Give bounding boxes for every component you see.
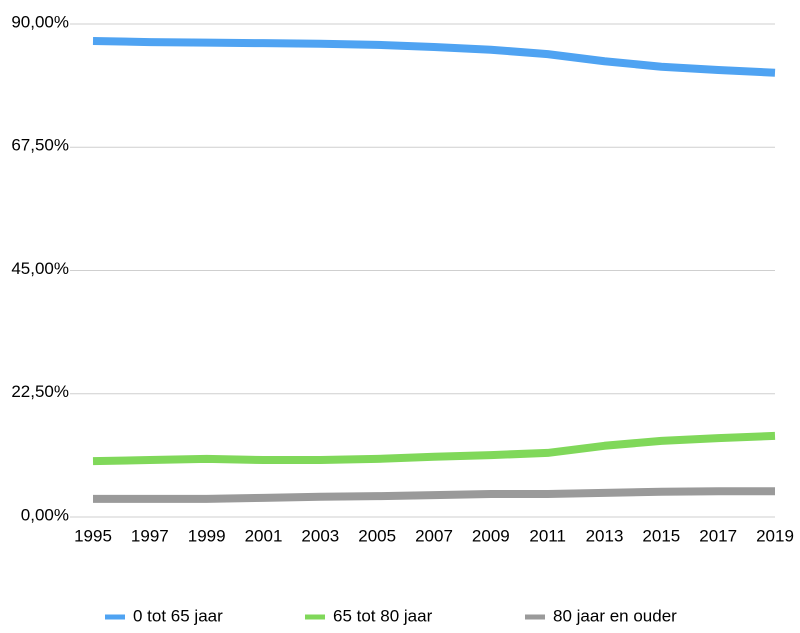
x-tick-label: 2003 [301, 526, 339, 545]
y-tick-label: 22,50% [11, 382, 69, 401]
y-tick-label: 67,50% [11, 136, 69, 155]
series-line [92, 36, 776, 77]
x-tick-label: 2011 [529, 526, 566, 545]
legend-label: 80 jaar en ouder [553, 606, 677, 625]
x-tick-label: 1999 [188, 526, 226, 545]
legend-label: 0 tot 65 jaar [133, 606, 223, 625]
x-tick-label: 2005 [358, 526, 396, 545]
series-line [92, 431, 776, 466]
y-tick-label: 90,00% [11, 12, 69, 31]
x-tick-label: 1995 [74, 526, 112, 545]
x-tick-label: 2007 [415, 526, 453, 545]
x-tick-label: 2015 [642, 526, 680, 545]
x-tick-label: 2001 [245, 526, 283, 545]
legend-label: 65 tot 80 jaar [333, 606, 433, 625]
y-tick-label: 0,00% [21, 505, 69, 524]
x-tick-label: 2009 [472, 526, 510, 545]
x-tick-label: 2019 [756, 526, 794, 545]
x-tick-label: 2017 [699, 526, 737, 545]
x-tick-label: 1997 [131, 526, 169, 545]
y-tick-label: 45,00% [11, 259, 69, 278]
x-tick-label: 2013 [586, 526, 624, 545]
series-line [93, 487, 775, 503]
